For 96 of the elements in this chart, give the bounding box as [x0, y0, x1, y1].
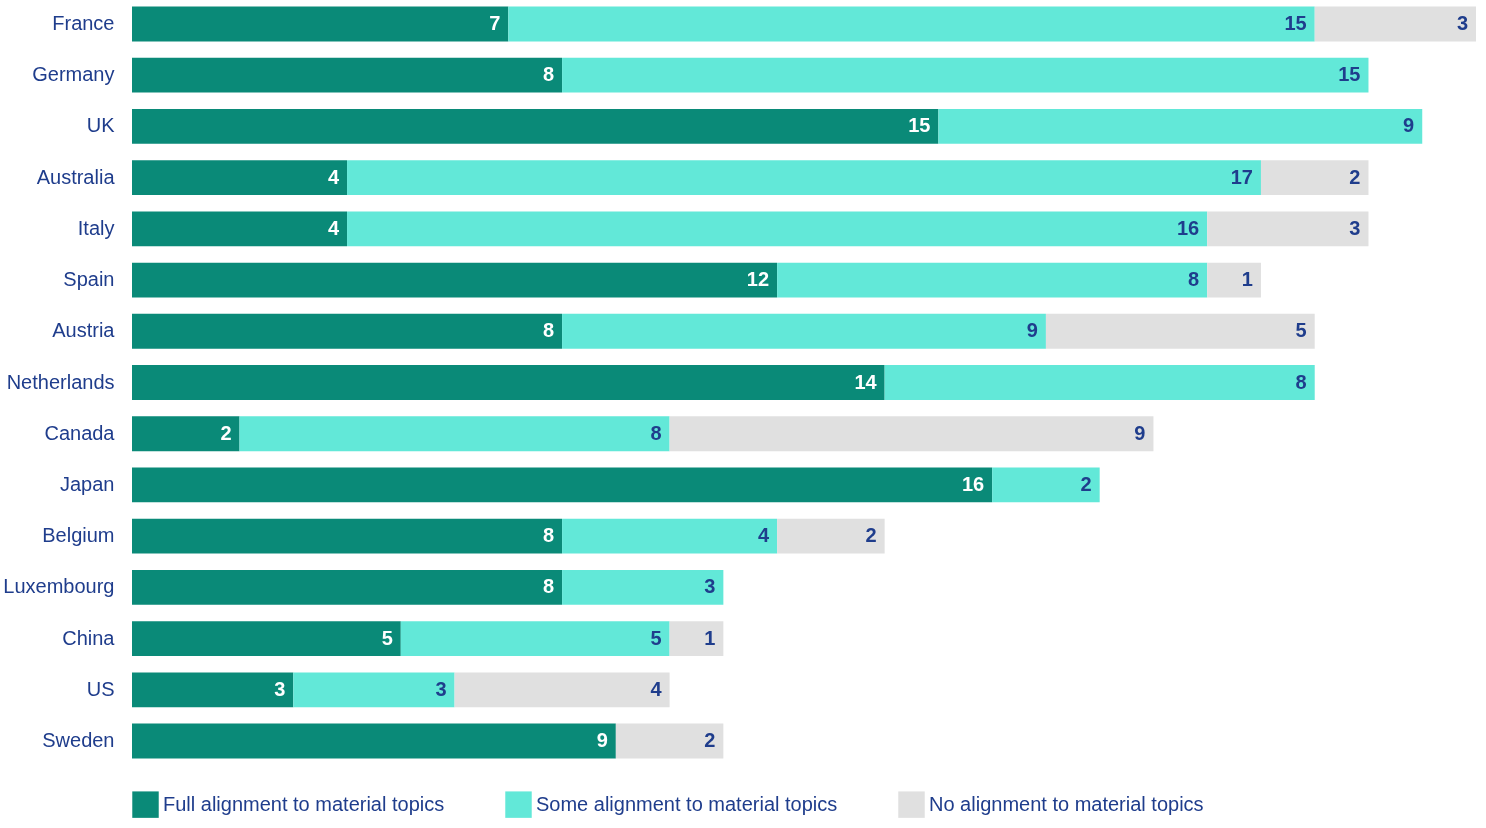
bar	[508, 6, 1315, 42]
data-label: 4	[757, 524, 770, 547]
data-label: 2	[1349, 165, 1361, 188]
bar	[132, 569, 563, 605]
data-label: 9	[596, 729, 608, 752]
bar	[669, 416, 1154, 452]
bar	[562, 57, 1369, 93]
data-label: 3	[274, 677, 286, 700]
legend-label: No alignment to material topics	[929, 792, 1204, 815]
data-label: 15	[908, 114, 931, 137]
bar	[347, 211, 1208, 247]
y-tick-label: US	[86, 677, 115, 700]
data-label: 16	[1176, 216, 1200, 239]
bar	[132, 416, 240, 452]
bar	[132, 6, 509, 42]
bar	[1314, 6, 1476, 42]
data-label: 4	[327, 216, 340, 239]
bar	[293, 672, 455, 708]
data-label: 15	[1284, 11, 1307, 34]
bar	[992, 467, 1100, 503]
data-label: 8	[1188, 268, 1200, 291]
data-label: 8	[650, 421, 662, 444]
data-label: 1	[704, 626, 716, 649]
y-tick-label: Luxembourg	[3, 575, 115, 598]
bar	[400, 621, 670, 656]
bar	[347, 160, 1261, 196]
bar	[1207, 211, 1369, 247]
y-tick-label: Austria	[52, 319, 116, 342]
bar	[454, 672, 670, 708]
data-label: 9	[1134, 421, 1146, 444]
y-tick-label: Spain	[63, 268, 115, 291]
y-tick-label: Italy	[77, 216, 115, 239]
data-label: 3	[704, 575, 716, 598]
bar	[562, 313, 1046, 349]
y-tick-label: Australia	[36, 165, 116, 188]
data-label: 8	[542, 575, 555, 598]
y-tick-label: Netherlands	[6, 370, 115, 393]
bar	[132, 621, 401, 656]
data-label: 12	[746, 268, 770, 291]
data-label: 8	[542, 524, 555, 547]
bar	[615, 723, 724, 759]
data-label: 16	[961, 472, 985, 495]
y-tick-label: UK	[86, 114, 116, 137]
bar	[562, 569, 724, 605]
data-label: 2	[865, 524, 877, 547]
bar	[132, 723, 616, 759]
data-label: 3	[1456, 11, 1468, 34]
bar	[1207, 262, 1261, 298]
y-tick-label: Sweden	[42, 729, 115, 752]
y-tick-label: Belgium	[42, 524, 115, 547]
data-label: 9	[1403, 114, 1415, 137]
bar	[132, 365, 885, 400]
bar	[132, 160, 348, 196]
bar	[777, 518, 885, 554]
data-label: 2	[704, 729, 716, 752]
bar	[884, 365, 1315, 400]
bar	[938, 109, 1423, 144]
bar	[669, 621, 724, 656]
legend-label: Full alignment to material topics	[163, 792, 445, 815]
data-label: 8	[1295, 370, 1307, 393]
y-tick-label: Japan	[60, 472, 115, 495]
bar	[132, 518, 563, 554]
data-label: 8	[542, 319, 555, 342]
bar	[132, 467, 993, 503]
bar	[777, 262, 1208, 298]
data-label: 7	[489, 11, 501, 34]
data-label: 1	[1241, 268, 1253, 291]
data-label: 17	[1230, 165, 1253, 188]
bar	[1260, 160, 1369, 196]
bar	[132, 313, 563, 349]
data-label: 14	[854, 370, 878, 393]
y-tick-label: Canada	[44, 421, 116, 444]
bar	[132, 262, 778, 298]
data-label: 15	[1338, 63, 1361, 86]
data-label: 9	[1026, 319, 1038, 342]
data-label: 2	[1080, 472, 1092, 495]
y-tick-label: Germany	[32, 63, 115, 86]
data-label: 5	[1295, 319, 1307, 342]
data-label: 4	[650, 677, 663, 700]
bar	[132, 211, 348, 247]
bar	[132, 109, 939, 144]
bar	[1045, 313, 1315, 349]
data-label: 8	[542, 63, 555, 86]
bar	[132, 672, 294, 708]
data-label: 3	[435, 677, 447, 700]
data-label: 3	[1349, 216, 1361, 239]
legend-label: Some alignment to material topics	[536, 792, 838, 815]
y-tick-label: China	[62, 626, 116, 649]
y-tick-label: France	[52, 11, 115, 34]
data-label: 5	[381, 626, 393, 649]
data-label: 5	[650, 626, 662, 649]
bar	[239, 416, 670, 452]
data-label: 4	[327, 165, 340, 188]
bar	[132, 57, 563, 93]
bar	[562, 518, 778, 554]
data-label: 2	[220, 421, 232, 444]
